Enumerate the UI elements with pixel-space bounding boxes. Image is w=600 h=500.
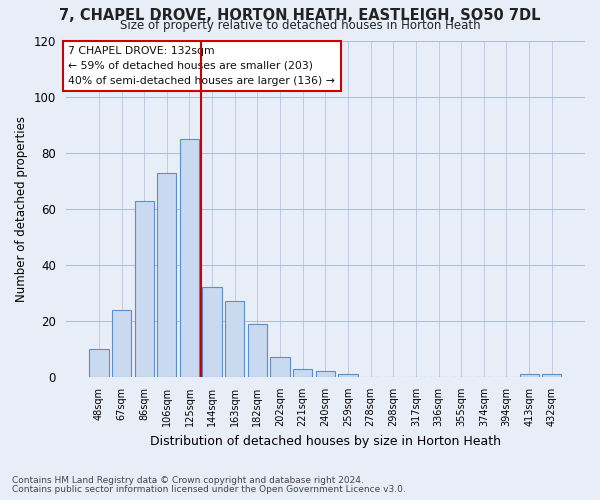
Text: 7, CHAPEL DROVE, HORTON HEATH, EASTLEIGH, SO50 7DL: 7, CHAPEL DROVE, HORTON HEATH, EASTLEIGH… (59, 8, 541, 23)
Text: Contains HM Land Registry data © Crown copyright and database right 2024.: Contains HM Land Registry data © Crown c… (12, 476, 364, 485)
Bar (248, 324, 267, 377)
Bar (180, 139, 199, 377)
X-axis label: Distribution of detached houses by size in Horton Heath: Distribution of detached houses by size … (150, 434, 501, 448)
Text: Contains public sector information licensed under the Open Government Licence v3: Contains public sector information licen… (12, 485, 406, 494)
Bar (112, 310, 131, 377)
Text: 7 CHAPEL DROVE: 132sqm
← 59% of detached houses are smaller (203)
40% of semi-de: 7 CHAPEL DROVE: 132sqm ← 59% of detached… (68, 46, 335, 86)
Bar (271, 358, 290, 377)
Bar (293, 368, 313, 377)
Bar (542, 374, 562, 377)
Bar (225, 302, 244, 377)
Bar (202, 288, 222, 377)
Bar (89, 349, 109, 377)
Bar (316, 372, 335, 377)
Y-axis label: Number of detached properties: Number of detached properties (15, 116, 28, 302)
Bar (520, 374, 539, 377)
Bar (338, 374, 358, 377)
Text: Size of property relative to detached houses in Horton Heath: Size of property relative to detached ho… (119, 19, 481, 32)
Bar (157, 172, 176, 377)
Bar (134, 200, 154, 377)
